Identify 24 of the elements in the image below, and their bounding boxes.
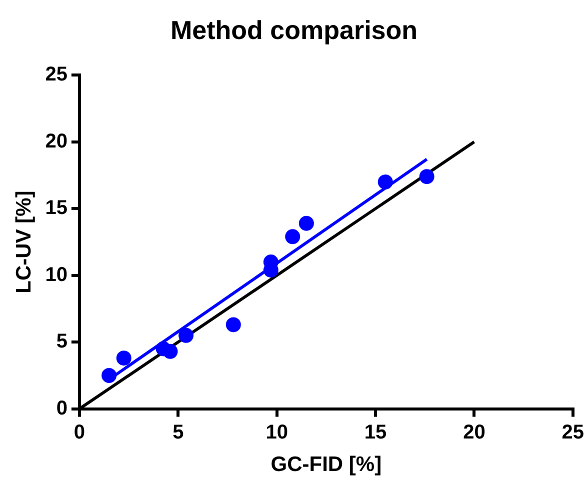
y-tick-label: 5 <box>56 330 68 353</box>
point <box>378 174 393 190</box>
point <box>116 350 132 366</box>
x-axis-title: GC-FID [%] <box>270 453 382 476</box>
point <box>178 328 194 343</box>
x-tick-label: 5 <box>172 421 184 444</box>
x-tick-label: 20 <box>463 421 486 444</box>
point <box>226 317 241 332</box>
y-tick-label: 20 <box>45 130 68 152</box>
y-tick-label: 0 <box>56 397 68 420</box>
point <box>162 344 178 359</box>
point <box>298 216 314 231</box>
x-tick-label: 0 <box>74 421 86 444</box>
y-axis-title: LC-UV [%] <box>12 190 36 294</box>
x-tick-label: 10 <box>266 421 288 444</box>
y-tick-label: 15 <box>45 197 68 220</box>
point <box>285 229 300 244</box>
point <box>419 169 434 184</box>
y-tick-label: 25 <box>45 64 68 86</box>
point <box>102 368 117 383</box>
x-tick-label: 25 <box>562 421 584 444</box>
x-tick-label: 15 <box>364 421 387 444</box>
chart-title: Method comparison <box>170 14 418 45</box>
y-tick-label: 10 <box>45 264 68 286</box>
